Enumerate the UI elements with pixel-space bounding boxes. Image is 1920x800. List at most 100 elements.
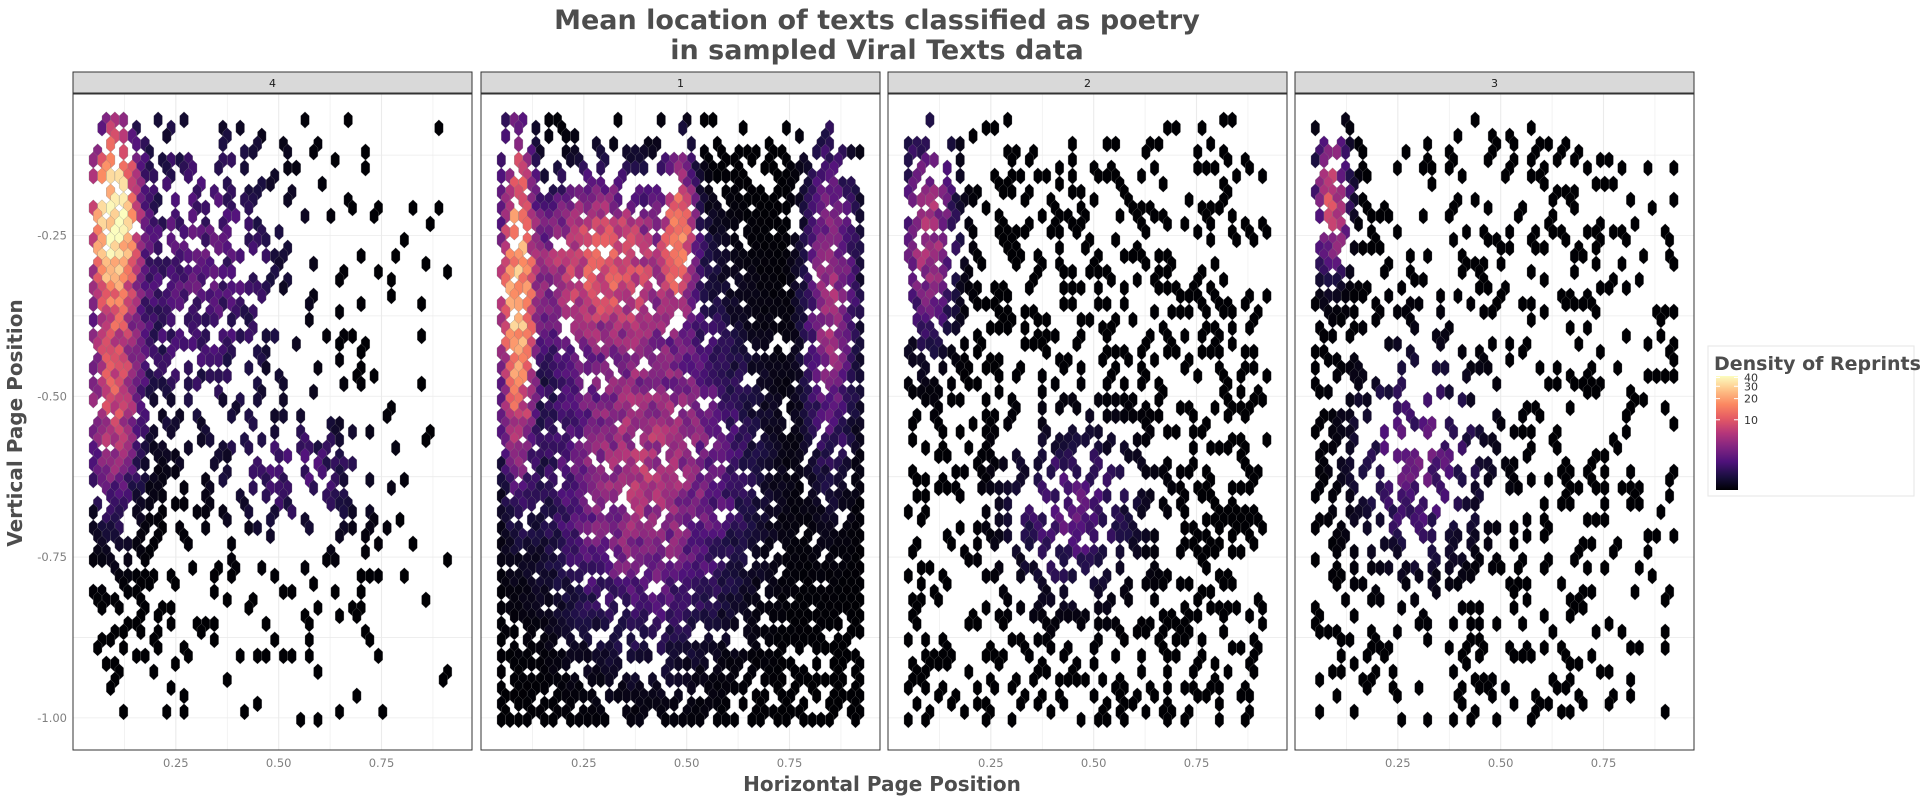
hexbin — [162, 703, 172, 721]
hexbin — [145, 495, 154, 513]
hexbin — [514, 135, 524, 153]
hexbin — [265, 527, 275, 545]
hexbin — [326, 207, 336, 225]
hexbin — [209, 311, 219, 329]
hexbin — [373, 263, 383, 281]
hexbin — [313, 663, 323, 681]
hexbin — [291, 335, 301, 353]
facet-panel-1: 40.25 0.50 0.75 — [72, 71, 473, 770]
hexbin — [227, 151, 237, 169]
hexbin — [300, 111, 310, 129]
chart-title-line-1: Mean location of texts classified as poe… — [554, 5, 1200, 36]
hexbin — [296, 711, 306, 729]
hexbin — [360, 527, 370, 545]
hexbin — [540, 167, 549, 185]
hexbin — [609, 135, 619, 153]
hexbin — [240, 703, 249, 721]
hexbin — [261, 487, 271, 505]
hexbin-layer — [88, 111, 453, 729]
hexbin — [760, 335, 770, 353]
facet-strip-label: 3 — [1491, 77, 1498, 90]
hexbin — [257, 559, 267, 577]
hexbin — [391, 439, 401, 457]
hexbin — [244, 439, 254, 457]
hexbin — [244, 359, 254, 377]
hexbin — [179, 703, 189, 721]
hexbin — [531, 119, 541, 137]
hexbin — [157, 487, 167, 505]
x-tick-label: 0.25 — [571, 756, 597, 770]
hexbin — [434, 119, 444, 137]
hexbin — [183, 439, 193, 457]
hexbin — [209, 631, 219, 649]
hexbin — [408, 535, 418, 553]
hexbin — [283, 143, 293, 161]
facet-panel-2: 10.25 0.50 0.75 — [480, 71, 881, 770]
hexbin — [747, 151, 757, 169]
hexbin — [304, 311, 314, 329]
hexbin — [304, 295, 314, 313]
hexbin — [183, 647, 193, 665]
hexbin — [261, 647, 271, 665]
hexbin — [188, 207, 198, 225]
hexbin — [248, 239, 258, 257]
hexbin — [421, 591, 431, 609]
hexbin — [209, 615, 219, 633]
hexbin — [179, 687, 189, 705]
hexbin — [244, 199, 254, 217]
hexbin — [348, 519, 357, 537]
x-tick-label: 0.50 — [266, 756, 292, 770]
hexbin — [222, 671, 232, 689]
hexbin — [270, 327, 280, 345]
hexbin — [153, 607, 163, 625]
hexbin — [343, 111, 353, 129]
hexbin — [153, 639, 163, 657]
hexbin — [283, 447, 293, 465]
hexbin — [278, 279, 288, 297]
hexbin — [166, 311, 176, 329]
hexbin — [106, 679, 116, 697]
hexbin — [106, 631, 116, 649]
hexbin — [218, 471, 228, 489]
hexbin — [360, 159, 370, 177]
hexbin — [261, 359, 271, 377]
hexbin — [153, 111, 163, 129]
hexbin — [257, 287, 267, 305]
hexbin — [227, 407, 237, 425]
hexbin — [330, 583, 340, 601]
hexbin — [274, 223, 284, 241]
hexbin — [88, 391, 98, 409]
hexbin — [196, 623, 206, 641]
hexbin — [360, 143, 370, 161]
hexbin — [183, 359, 193, 377]
hexbin — [300, 447, 310, 465]
hexbin — [287, 647, 297, 665]
hexbin — [227, 311, 237, 329]
hexbin — [794, 127, 804, 145]
hexbin — [335, 303, 345, 321]
x-tick-label: 0.25 — [978, 756, 1004, 770]
hexbin — [335, 271, 345, 289]
hexbin — [170, 575, 180, 593]
hexbin — [209, 583, 219, 601]
hexbin — [313, 599, 323, 617]
hexbin — [304, 519, 314, 537]
hexbin — [201, 503, 211, 521]
hexbin — [496, 151, 506, 169]
hexbin — [514, 119, 524, 137]
hexbin — [417, 375, 427, 393]
hexbin — [278, 391, 288, 409]
hexbin — [270, 567, 280, 585]
hexbin — [544, 127, 554, 145]
panel-border — [72, 93, 473, 751]
facet-strip — [480, 71, 881, 94]
hexbin — [153, 239, 163, 257]
hexbin — [248, 479, 258, 497]
facet-strip-label: 2 — [1084, 77, 1091, 90]
hexbin — [434, 199, 444, 217]
hexbin — [261, 615, 271, 633]
hexbin — [730, 215, 740, 233]
hexbin — [222, 367, 232, 385]
